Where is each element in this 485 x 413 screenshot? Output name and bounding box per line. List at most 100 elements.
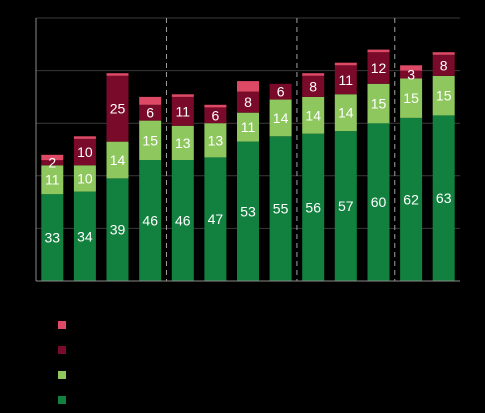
- data-label: 6: [277, 84, 285, 100]
- bar-segment: [204, 104, 227, 108]
- bar-segment: [171, 94, 194, 97]
- data-label: 39: [110, 222, 126, 238]
- legend-item: [58, 370, 74, 380]
- bar-segment: [139, 160, 162, 281]
- bar-segment: [171, 125, 194, 160]
- bar-segment: [334, 94, 357, 132]
- bar-segment: [139, 104, 162, 121]
- bar-segment: [302, 75, 325, 97]
- data-label: 14: [305, 107, 321, 123]
- group-separators: [165, 18, 396, 281]
- data-label: 8: [440, 57, 448, 73]
- data-label: 11: [45, 172, 60, 188]
- data-label: 63: [436, 190, 452, 206]
- data-label: 14: [110, 152, 126, 168]
- bar-segment: [204, 107, 227, 124]
- axes: [35, 18, 460, 282]
- bar-segment: [400, 78, 423, 118]
- data-label: 55: [273, 201, 289, 217]
- bar-segment: [367, 123, 390, 281]
- data-label: 8: [309, 78, 317, 94]
- data-label: 14: [338, 105, 354, 121]
- bar-segment: [139, 120, 162, 160]
- data-label: 12: [371, 60, 387, 76]
- bar-segment: [41, 160, 64, 166]
- data-label: 11: [241, 119, 256, 135]
- data-label: 33: [45, 230, 61, 246]
- bar-segment: [73, 139, 96, 166]
- legend-item: [58, 320, 74, 330]
- bar-segment: [204, 123, 227, 158]
- bar-segment: [106, 178, 129, 281]
- bar-segment: [139, 96, 162, 105]
- bar-segment: [432, 52, 455, 55]
- bar-segment: [367, 49, 390, 53]
- data-label: 11: [176, 103, 191, 119]
- data-label: 25: [110, 101, 126, 117]
- data-label: 6: [146, 105, 154, 121]
- bar-segment: [367, 83, 390, 124]
- bar-segment: [204, 157, 227, 281]
- data-label: 8: [244, 94, 252, 110]
- legend-swatch: [58, 346, 66, 354]
- bar-segment: [269, 83, 292, 100]
- legend-swatch: [58, 371, 66, 379]
- data-label: 13: [175, 135, 191, 151]
- bar-segment: [432, 115, 455, 281]
- bar-segment: [237, 81, 259, 92]
- data-label: 60: [371, 194, 387, 210]
- bar-segment: [237, 141, 259, 281]
- bar-segment: [302, 96, 325, 134]
- data-label: 3: [407, 67, 415, 83]
- data-label: 56: [305, 199, 321, 215]
- bar-segment: [400, 70, 423, 79]
- data-label: 46: [142, 213, 158, 229]
- bar-segment: [432, 75, 455, 116]
- data-label: 46: [175, 213, 191, 229]
- data-label: 34: [77, 228, 93, 244]
- bar-segment: [171, 160, 194, 281]
- legend-item: [58, 395, 74, 405]
- bar-segment: [400, 117, 423, 282]
- data-label: 10: [77, 170, 93, 186]
- legend-swatch: [58, 321, 66, 329]
- data-label: 6: [212, 107, 220, 123]
- bar-segment: [334, 62, 357, 66]
- bar-segment: [73, 136, 96, 139]
- data-label: 15: [142, 132, 158, 148]
- bar-segment: [73, 191, 96, 281]
- bar-segment: [302, 133, 325, 281]
- bar-segment: [432, 54, 455, 76]
- bar-segment: [41, 154, 64, 161]
- bar-segment: [41, 165, 64, 195]
- data-label: 57: [338, 198, 354, 214]
- bar-segment: [334, 131, 357, 281]
- data-labels: 3311234101039142546156461311471365311855…: [45, 57, 452, 245]
- bar-segment: [106, 73, 129, 76]
- bar-segment: [302, 73, 325, 76]
- data-label: 11: [339, 72, 354, 88]
- bar-segment: [171, 96, 194, 126]
- bar-segment: [367, 52, 390, 84]
- data-label: 13: [208, 132, 224, 148]
- bar-segment: [106, 75, 129, 142]
- data-label: 15: [436, 88, 452, 104]
- bar-segment: [269, 99, 292, 137]
- bar-segment: [73, 165, 96, 192]
- bar-segment: [400, 65, 423, 71]
- bar-segment: [106, 141, 129, 179]
- data-label: 53: [240, 203, 256, 219]
- bar-segment: [237, 91, 259, 113]
- legend-swatch: [58, 396, 66, 404]
- data-label: 47: [208, 211, 224, 227]
- legend-item: [58, 345, 74, 355]
- bar-segment: [41, 194, 64, 281]
- data-label: 2: [48, 155, 56, 171]
- data-label: 10: [77, 144, 93, 160]
- bar-segment: [334, 65, 357, 95]
- data-label: 15: [371, 96, 387, 112]
- data-label: 62: [403, 192, 419, 208]
- bar-segment: [237, 112, 259, 142]
- data-label: 14: [273, 110, 289, 126]
